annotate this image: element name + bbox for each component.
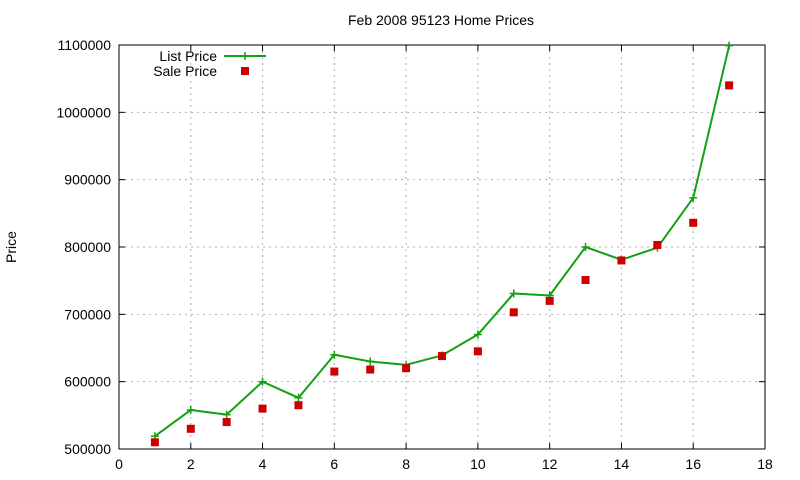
chart-title: Feb 2008 95123 Home Prices — [348, 12, 534, 28]
data-point — [689, 193, 698, 202]
data-point — [366, 357, 375, 366]
data-point — [150, 438, 159, 447]
x-tick-label: 8 — [402, 456, 410, 472]
y-tick-label: 600000 — [64, 374, 111, 390]
data-point — [509, 308, 518, 317]
data-point — [222, 418, 231, 427]
axis-ticks: 0 2 4 6 8 10 12 14 16 18 500000 600000 700000 800000 9… — [56, 37, 773, 472]
data-point — [222, 410, 231, 419]
data-point — [725, 81, 734, 90]
data-point — [725, 41, 734, 50]
y-tick-label: 900000 — [64, 172, 111, 188]
series-group — [150, 41, 734, 447]
data-point — [545, 296, 554, 305]
y-tick-label: 500000 — [64, 441, 111, 457]
data-point — [366, 365, 375, 374]
y-tick-label: 1100000 — [58, 37, 112, 53]
x-tick-label: 10 — [470, 456, 486, 472]
data-point — [330, 367, 339, 376]
data-point — [617, 256, 626, 265]
x-tick-label: 0 — [115, 456, 123, 472]
data-point — [402, 364, 411, 373]
data-point — [653, 240, 662, 249]
series-1 — [150, 81, 734, 447]
data-point — [330, 350, 339, 359]
x-tick-label: 4 — [259, 456, 267, 472]
x-tick-label: 14 — [614, 456, 630, 472]
x-tick-label: 16 — [685, 456, 701, 472]
legend-marker — [241, 52, 249, 60]
data-point — [689, 218, 698, 227]
x-tick-label: 6 — [330, 456, 338, 472]
data-point — [186, 405, 195, 414]
legend-marker — [241, 67, 249, 75]
data-point — [258, 404, 267, 413]
data-point — [473, 347, 482, 356]
x-tick-label: 12 — [542, 456, 558, 472]
data-point — [294, 393, 303, 402]
data-point — [186, 424, 195, 433]
data-point — [581, 243, 590, 251]
y-tick-label: 1000000 — [56, 104, 111, 120]
y-axis-label: Price — [3, 231, 19, 263]
data-point — [509, 289, 518, 298]
y-tick-label: 700000 — [64, 306, 111, 322]
data-point — [438, 352, 446, 361]
data-point — [294, 401, 303, 410]
plot-frame — [118, 44, 766, 450]
legend-label: Sale Price — [153, 63, 217, 79]
data-point — [581, 275, 590, 284]
x-tick-label: 2 — [187, 456, 195, 472]
legend-label: List Price — [159, 48, 217, 64]
data-point — [473, 330, 482, 339]
data-point — [258, 377, 267, 386]
x-tick-label: 18 — [757, 456, 773, 472]
y-tick-label: 800000 — [64, 239, 111, 255]
